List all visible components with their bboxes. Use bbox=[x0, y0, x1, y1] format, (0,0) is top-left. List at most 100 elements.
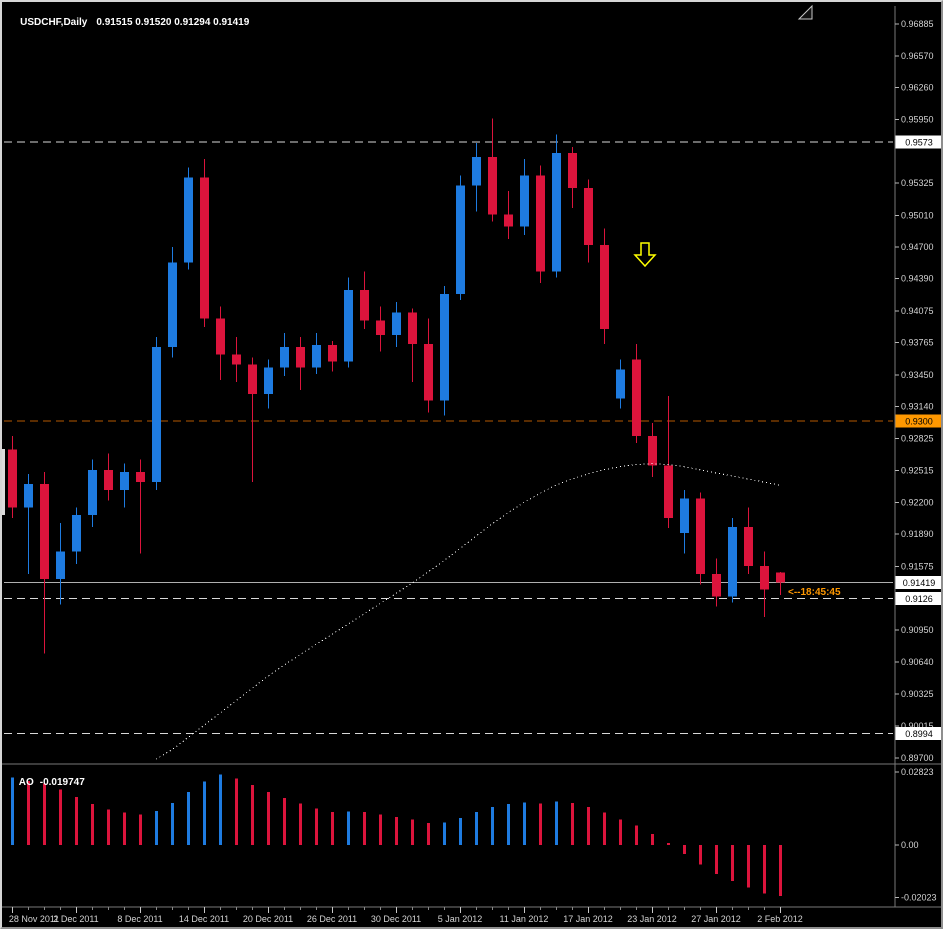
price-axis-label: 0.93765 bbox=[901, 338, 934, 348]
candle-body bbox=[744, 527, 753, 566]
symbol-period-label: USDCHF,Daily bbox=[20, 17, 88, 28]
candle-body bbox=[72, 514, 81, 552]
ao-bar bbox=[107, 809, 110, 846]
candle-body bbox=[472, 157, 481, 186]
candle-body bbox=[408, 312, 417, 345]
price-axis-label: 0.92825 bbox=[901, 434, 934, 444]
current-price-price-box bbox=[895, 575, 941, 589]
candle-body bbox=[200, 177, 209, 319]
candle-body bbox=[680, 498, 689, 534]
ao-bar bbox=[459, 817, 462, 846]
candle-body bbox=[264, 367, 273, 395]
candle-body bbox=[280, 347, 289, 368]
date-axis-label: 26 Dec 2011 bbox=[307, 914, 357, 924]
ao-axis-label: -0.02023 bbox=[901, 892, 937, 902]
ao-bar bbox=[667, 842, 670, 846]
candle-body bbox=[360, 289, 369, 321]
ao-bar bbox=[315, 808, 318, 846]
ao-bar bbox=[11, 777, 14, 846]
chart-header: USDCHF,Daily 0.91515 0.91520 0.91294 0.91… bbox=[9, 6, 249, 39]
price-axis-label: 0.95325 bbox=[901, 178, 934, 188]
ao-axis-label: 0.02823 bbox=[901, 767, 934, 777]
candle-body bbox=[104, 469, 113, 491]
date-axis[interactable] bbox=[2, 907, 893, 929]
price-axis-label: 0.92515 bbox=[901, 465, 934, 475]
price-axis-label: 0.94390 bbox=[901, 274, 934, 284]
candle-body bbox=[776, 572, 785, 583]
ao-bar bbox=[651, 834, 654, 846]
price-axis-label: 0.91890 bbox=[901, 529, 934, 539]
ao-bar bbox=[619, 819, 622, 846]
candle-body bbox=[424, 344, 433, 401]
ao-bar bbox=[299, 803, 302, 846]
candle-body bbox=[296, 347, 305, 368]
candle-body bbox=[168, 262, 177, 348]
ao-bar bbox=[219, 774, 222, 846]
ao-bar bbox=[427, 823, 430, 846]
candle-body bbox=[584, 187, 593, 246]
date-axis-label: 8 Dec 2011 bbox=[117, 914, 162, 924]
price-axis-label: 0.96570 bbox=[901, 51, 934, 61]
candle-body bbox=[216, 318, 225, 355]
candle-body bbox=[536, 175, 545, 272]
candle-body bbox=[344, 289, 353, 362]
ao-bar bbox=[75, 797, 78, 846]
price-axis-label: 0.96885 bbox=[901, 19, 934, 29]
ao-bar bbox=[635, 825, 638, 846]
support-level-price-box bbox=[895, 592, 941, 606]
ao-bar bbox=[491, 806, 494, 846]
ao-bar bbox=[587, 806, 590, 846]
candle-body bbox=[504, 214, 513, 227]
candle-body bbox=[440, 294, 449, 401]
ao-bar bbox=[539, 803, 542, 846]
resistance-level-price-box bbox=[895, 135, 941, 149]
candle-body bbox=[152, 347, 161, 483]
indicator-label: AO -0.019747 bbox=[8, 766, 85, 799]
price-axis-label: 0.90950 bbox=[901, 625, 934, 635]
ao-bar bbox=[331, 811, 334, 846]
ao-bar bbox=[411, 819, 414, 846]
time-annotation[interactable]: <--18:45:45 bbox=[788, 587, 841, 598]
price-axis-label: 0.95010 bbox=[901, 210, 934, 220]
support-level-2-price-box bbox=[895, 726, 941, 740]
candle-body bbox=[728, 527, 737, 597]
candle-body bbox=[600, 245, 609, 329]
indicator-name: AO bbox=[18, 777, 34, 788]
date-axis-label: 28 Nov 2011 bbox=[9, 914, 59, 924]
date-axis-label: 23 Jan 2012 bbox=[627, 914, 677, 924]
candle-body bbox=[184, 177, 193, 263]
price-axis-label: 0.93450 bbox=[901, 370, 934, 380]
date-axis-label: 30 Dec 2011 bbox=[371, 914, 421, 924]
ao-bar bbox=[27, 780, 30, 846]
date-axis-label: 14 Dec 2011 bbox=[179, 914, 229, 924]
price-axis-label: 0.92200 bbox=[901, 498, 934, 508]
chart-shift-marker[interactable] bbox=[797, 4, 813, 20]
ao-bar bbox=[139, 814, 142, 846]
candle-body bbox=[648, 436, 657, 466]
ao-bar bbox=[347, 811, 350, 846]
candle-body bbox=[248, 364, 257, 395]
price-axis-label: 0.95950 bbox=[901, 114, 934, 124]
candle-body bbox=[312, 345, 321, 368]
current-price-price-box-label: 0.91419 bbox=[903, 578, 936, 588]
date-axis-label: 20 Dec 2011 bbox=[243, 914, 293, 924]
date-axis-label: 5 Jan 2012 bbox=[438, 914, 483, 924]
down-arrow-object[interactable] bbox=[633, 242, 657, 268]
ao-bar bbox=[555, 801, 558, 846]
ao-bar bbox=[155, 810, 158, 846]
ao-bar bbox=[443, 822, 446, 846]
candle-body bbox=[120, 471, 129, 491]
price-axis[interactable] bbox=[895, 6, 943, 907]
price-axis-label: 0.94075 bbox=[901, 306, 934, 316]
candle-body bbox=[8, 449, 17, 508]
ao-bar bbox=[363, 811, 366, 846]
ao-bar bbox=[699, 845, 702, 865]
price-axis-label: 0.90015 bbox=[901, 721, 934, 731]
ao-bar bbox=[779, 845, 782, 897]
candle-body bbox=[520, 175, 529, 227]
candle-body bbox=[568, 153, 577, 188]
candle-body bbox=[456, 185, 465, 295]
ao-bar bbox=[603, 812, 606, 846]
